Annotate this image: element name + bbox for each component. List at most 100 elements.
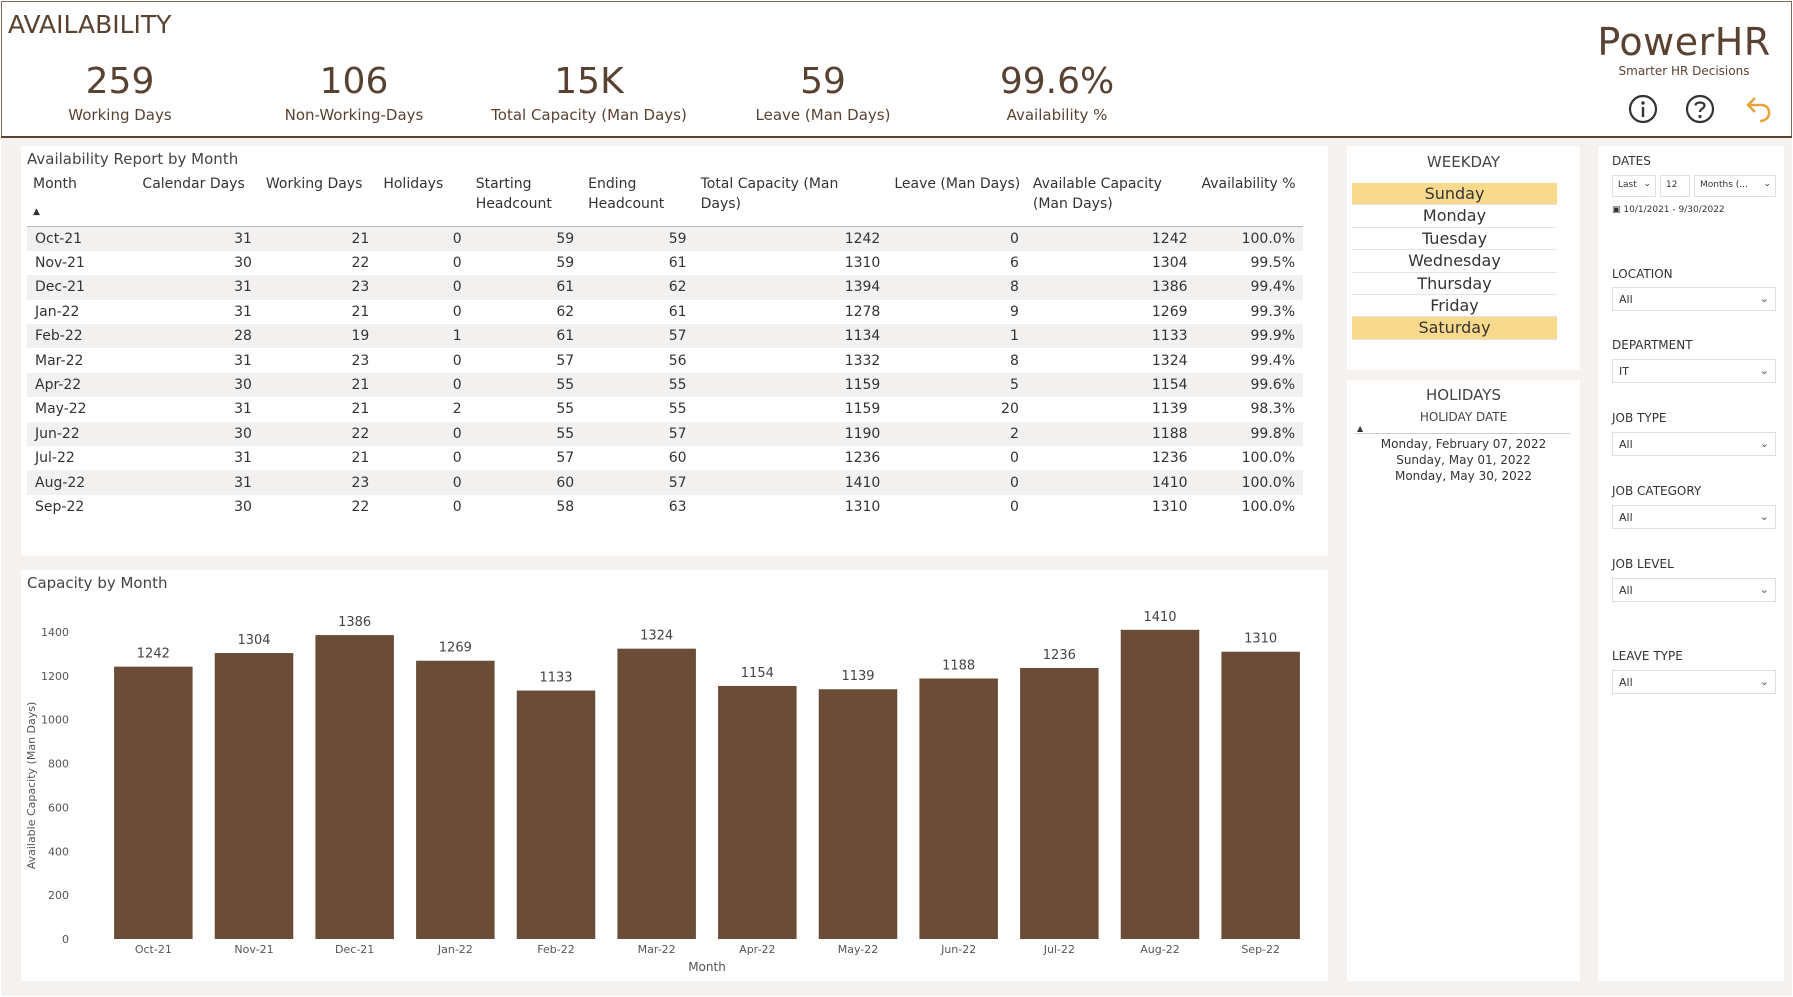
table-cell: 99.6% [1250,377,1295,394]
table-cell: 21 [351,401,370,418]
column-header[interactable]: Ending Headcount [582,170,694,227]
weekday-item-sunday[interactable]: Sunday [1352,183,1557,206]
weekday-item-monday[interactable]: Monday [1352,205,1557,228]
bar-jul-22 [1020,667,1099,939]
table-row[interactable]: Dec-21 31 23 0 61 62 1394 8 1386 99.4% [27,275,1303,300]
holidays-divider [1355,433,1570,434]
holiday-date-header: HOLIDAY DATE [1419,410,1508,424]
column-header[interactable]: Working Days [260,170,377,227]
x-tick-label: Oct-21 [135,943,172,956]
table-row[interactable]: Jul-22 31 21 0 57 60 1236 0 1236 100.0% [27,446,1303,471]
department-dropdown[interactable]: IT ⌄ [1612,359,1776,383]
info-icon[interactable] [1626,92,1660,126]
table-row[interactable]: Apr-22 30 21 0 55 55 1159 5 1154 99.6% [27,372,1303,398]
table-cell: 30 [234,425,252,442]
column-header[interactable]: Month ▲ [27,170,136,227]
holidays-panel: HOLIDAYS HOLIDAY DATE ▲ Monday, February… [1347,380,1580,981]
table-row[interactable]: May-22 31 21 2 55 55 1159 20 1139 98.3% [27,397,1303,422]
weekday-item-saturday[interactable]: Saturday [1352,317,1557,340]
kpi-value: 59 [800,61,846,102]
table-row[interactable]: Oct-21 31 21 0 59 59 1242 0 1242 100.0% [27,226,1303,251]
x-tick-label: Apr-22 [739,943,775,956]
data-label: 1154 [741,666,774,681]
x-tick-label: Aug-22 [1140,943,1179,956]
leave-type-value: All [1619,676,1633,689]
table-cell: 6 [1009,255,1019,272]
job-type-dropdown[interactable]: All ⌄ [1612,432,1776,456]
help-icon[interactable] [1683,92,1717,126]
x-tick-label: Jan-22 [437,943,473,956]
data-label: 1133 [539,671,572,686]
table-row[interactable]: Feb-22 28 19 1 61 57 1134 1 1133 99.9% [27,324,1303,349]
table-cell: 20 [1001,401,1019,418]
holiday-date-item[interactable]: Monday, May 30, 2022 [1394,469,1533,483]
table-cell: 0 [452,450,462,467]
table-cell: 22 [351,255,370,272]
table-row[interactable]: Mar-22 31 23 0 57 56 1332 8 1324 99.4% [27,348,1303,373]
table-cell: 21 [351,303,370,320]
table-cell: 1134 [844,328,881,345]
table-cell: 100.0% [1241,230,1295,247]
table-cell: 59 [556,255,575,272]
job-level-dropdown[interactable]: All ⌄ [1612,578,1776,602]
bar-nov-21 [214,653,294,939]
weekday-title: WEEKDAY [1426,153,1501,171]
bar-dec-21 [315,635,394,939]
job-category-label: JOB CATEGORY [1612,484,1702,498]
leave-type-dropdown[interactable]: All ⌄ [1612,670,1776,694]
table-cell: 1310 [844,498,881,515]
column-header[interactable]: Leave (Man Days) [888,170,1027,227]
table-cell: 100.0% [1241,474,1295,491]
table-cell: 2 [452,401,462,418]
dates-count-input[interactable]: 12 [1660,175,1690,197]
column-header[interactable]: Holidays [377,170,469,227]
column-header[interactable]: Available Capacity (Man Days) [1027,170,1196,227]
kpi-card: 106 Non-Working-Days [239,60,469,124]
table-cell: Sep-22 [35,498,85,515]
table-cell: 0 [452,303,462,320]
back-icon[interactable] [1741,92,1775,126]
table-row[interactable]: Aug-22 31 23 0 60 57 1410 0 1410 100.0% [27,470,1303,495]
chevron-down-icon: ⌄ [1759,364,1769,377]
column-header-label: Leave (Man Days) [894,176,1021,192]
table-cell: 1410 [1151,474,1188,491]
holiday-date-item[interactable]: Sunday, May 01, 2022 [1396,453,1531,467]
chevron-down-icon: ⌄ [1759,583,1769,596]
column-header[interactable]: Starting Headcount [470,170,582,227]
column-header-label: Available Capacity (Man Days) [1032,176,1162,212]
weekday-item-tuesday[interactable]: Tuesday [1352,228,1557,251]
job-category-dropdown[interactable]: All ⌄ [1612,505,1776,529]
table-cell: 99.8% [1250,425,1295,442]
table-row[interactable]: Nov-21 30 22 0 59 61 1310 6 1304 99.5% [27,250,1303,276]
availability-report-panel: Availability Report by Month Month ▲ Calen… [21,146,1328,556]
dates-relative-dropdown[interactable]: Last ⌄ [1612,175,1656,197]
weekday-item-thursday[interactable]: Thursday [1352,273,1557,295]
table-row[interactable]: Jan-22 31 21 0 62 61 1278 9 1269 99.3% [27,299,1303,325]
table-cell: 30 [234,377,252,394]
weekday-item-wednesday[interactable]: Wednesday [1352,250,1557,273]
dates-relative-value: Last [1618,180,1637,190]
table-cell: 19 [351,328,370,345]
table-cell: 63 [668,498,687,515]
table-cell: 9 [1009,303,1019,320]
table-cell: Jul-22 [35,450,75,467]
kpi-card: 259 Working Days [5,60,235,124]
dates-unit-dropdown[interactable]: Months (... ⌄ [1694,175,1776,197]
sort-indicator[interactable]: ▲ [1357,424,1364,433]
chevron-down-icon: ⌄ [1763,179,1771,189]
table-row[interactable]: Sep-22 30 22 0 58 63 1310 0 1310 100.0% [27,494,1303,520]
location-dropdown[interactable]: All ⌄ [1612,287,1776,311]
sort-indicator[interactable]: ▲ [33,207,40,217]
table-row[interactable]: Jun-22 30 22 0 55 57 1190 2 1188 99.8% [27,421,1303,447]
kpi-value: 106 [319,61,389,102]
weekday-item-friday[interactable]: Friday [1352,295,1557,318]
table-cell: 1236 [1151,450,1188,467]
column-header[interactable]: Calendar Days [136,170,259,227]
holiday-date-item[interactable]: Monday, February 07, 2022 [1380,437,1547,451]
table-cell: 23 [351,474,370,491]
column-header[interactable]: Total Capacity (Man Days) [695,170,889,227]
table-cell: 5 [1009,377,1019,394]
chart-title: Capacity by Month [27,574,168,592]
table-cell: 100.0% [1241,498,1295,515]
column-header[interactable]: Availability % [1196,170,1303,227]
